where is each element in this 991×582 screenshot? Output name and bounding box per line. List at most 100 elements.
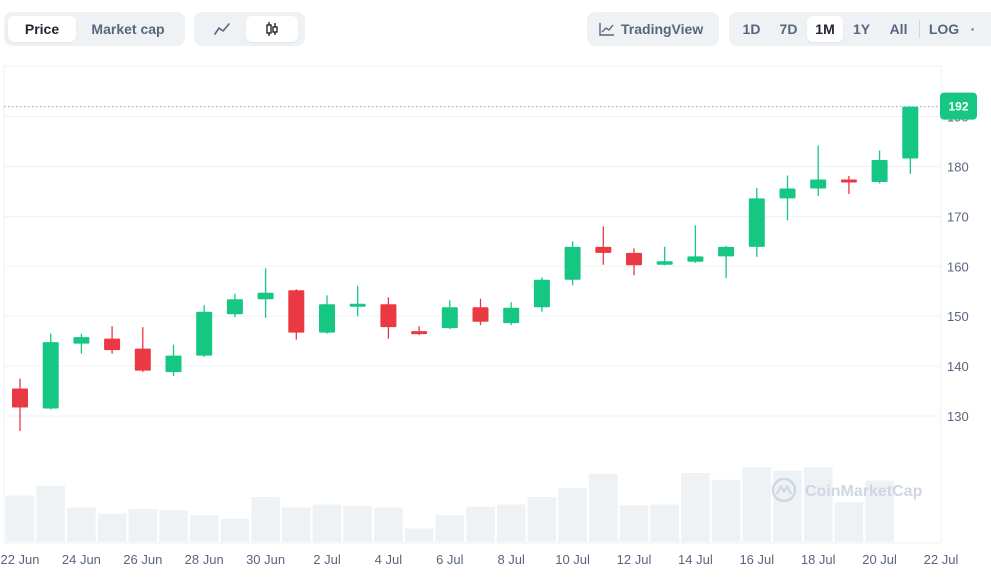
candle[interactable] [626, 248, 642, 276]
volume-bar [220, 518, 250, 542]
x-tick-label: 14 Jul [678, 552, 713, 567]
candle[interactable] [134, 327, 151, 373]
range-1m[interactable]: 1M [807, 16, 843, 42]
candle[interactable] [503, 302, 520, 326]
range-1d[interactable]: 1D [742, 21, 761, 37]
candle[interactable] [595, 226, 612, 265]
line-chart-icon [214, 23, 230, 35]
watermark-text: CoinMarketCap [805, 483, 923, 500]
chart-toolbar: Price Market cap TradingView 1D 7D 1M 1Y [0, 12, 991, 46]
volume-bar [128, 509, 158, 542]
tab-price[interactable]: Price [8, 16, 76, 42]
candle-body [718, 246, 735, 257]
volume-bar [36, 485, 66, 542]
y-tick-label: 170 [947, 209, 969, 224]
candle-body [626, 252, 642, 266]
x-tick-label: 22 Jul [924, 552, 959, 567]
candle[interactable] [840, 175, 857, 194]
candle[interactable] [441, 300, 458, 330]
x-tick-label: 16 Jul [739, 552, 774, 567]
candle[interactable] [779, 175, 796, 221]
more-button[interactable]: · [970, 21, 976, 37]
candle[interactable] [196, 305, 213, 358]
x-tick-label: 24 Jun [62, 552, 101, 567]
candle[interactable] [472, 298, 489, 326]
candle[interactable] [718, 245, 735, 279]
candle[interactable] [165, 344, 182, 377]
volume-bar [97, 513, 127, 542]
metric-toggle: Price Market cap [4, 12, 185, 46]
candle[interactable] [257, 268, 274, 318]
x-tick-label: 12 Jul [617, 552, 652, 567]
time-range-toggle: 1D 7D 1M 1Y All LOG · [729, 12, 991, 46]
volume-bar [803, 467, 833, 542]
volume-bar [404, 528, 434, 542]
candle-body [288, 290, 305, 333]
current-price-badge [940, 92, 977, 120]
candle[interactable] [411, 326, 428, 336]
candle[interactable] [748, 187, 765, 257]
candle-body [687, 256, 704, 262]
candle[interactable] [73, 333, 90, 354]
line-chart-button[interactable] [198, 16, 246, 42]
candle[interactable] [564, 241, 581, 286]
candle[interactable] [226, 293, 243, 318]
volume-bars [5, 467, 894, 542]
candle[interactable] [380, 297, 397, 339]
candle[interactable] [104, 326, 121, 354]
tradingview-button[interactable]: TradingView [587, 12, 719, 46]
current-price-label: 192 [948, 100, 968, 114]
candle-body [656, 261, 673, 265]
volume-bar [650, 504, 680, 542]
trading-chart-icon [599, 23, 614, 36]
volume-bar [588, 473, 618, 542]
volume-bar [159, 510, 188, 542]
volume-bar [5, 495, 35, 542]
range-all[interactable]: All [889, 21, 908, 37]
volume-bar [773, 470, 802, 542]
candle[interactable] [902, 106, 919, 174]
volume-bar [466, 506, 495, 542]
candlestick-chart[interactable]: CoinMarketCap 130140150160170180190 22 J… [0, 60, 991, 582]
candle-body [73, 337, 90, 344]
candles [12, 106, 919, 431]
candle[interactable] [288, 289, 305, 340]
x-tick-label: 2 Jul [313, 552, 341, 567]
candle-body [196, 311, 213, 356]
range-1y[interactable]: 1Y [852, 21, 871, 37]
price-chart[interactable]: CoinMarketCap 130140150160170180190 22 J… [0, 60, 991, 582]
candle[interactable] [12, 378, 28, 431]
candle[interactable] [319, 295, 335, 334]
y-tick-label: 140 [947, 359, 969, 374]
x-tick-label: 4 Jul [375, 552, 403, 567]
candlestick-button[interactable] [246, 16, 298, 42]
candle-body [12, 388, 28, 408]
volume-bar [558, 488, 587, 542]
log-scale-toggle[interactable]: LOG [928, 21, 960, 37]
plot-frame [3, 65, 942, 544]
coinmarketcap-logo-icon [771, 477, 797, 503]
candle[interactable] [42, 333, 59, 410]
candle-body [42, 342, 59, 409]
candle[interactable] [687, 225, 704, 263]
range-7d[interactable]: 7D [779, 21, 798, 37]
volume-bar [281, 507, 311, 542]
grid-lines [3, 65, 942, 544]
watermark: CoinMarketCap [771, 477, 923, 503]
y-tick-label: 160 [947, 259, 969, 274]
candle-body [779, 188, 796, 199]
candle-body [441, 307, 458, 329]
volume-bar [435, 515, 465, 542]
candle[interactable] [533, 277, 550, 312]
candle[interactable] [349, 285, 366, 317]
chart-type-toggle [194, 12, 305, 46]
toolbar-divider [919, 20, 920, 38]
candle-body [840, 179, 857, 183]
tab-market-cap[interactable]: Market cap [91, 21, 165, 37]
candle[interactable] [656, 246, 673, 266]
candle-body [595, 246, 612, 253]
x-axis-ticks: 22 Jun 24 Jun 26 Jun 28 Jun 30 Jun 2 Jul 4 Jul… [0, 552, 958, 567]
candle[interactable] [810, 145, 827, 196]
candle-body [564, 246, 581, 280]
candle[interactable] [871, 150, 888, 184]
